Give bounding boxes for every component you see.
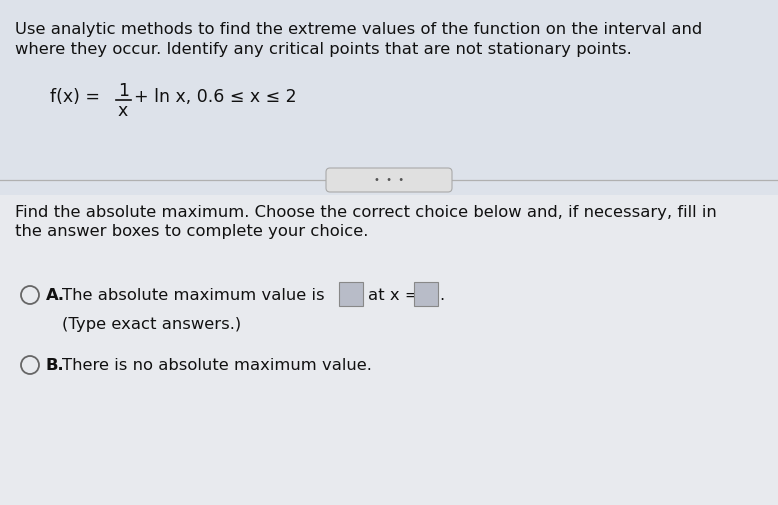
Text: x: x	[118, 102, 128, 120]
FancyBboxPatch shape	[339, 282, 363, 306]
FancyBboxPatch shape	[0, 195, 778, 505]
Text: •  •  •: • • •	[374, 175, 404, 185]
Text: B.: B.	[46, 358, 65, 373]
Text: A.: A.	[46, 287, 65, 302]
Text: (Type exact answers.): (Type exact answers.)	[62, 317, 241, 332]
Text: Find the absolute maximum. Choose the correct choice below and, if necessary, fi: Find the absolute maximum. Choose the co…	[15, 205, 717, 220]
Text: The absolute maximum value is: The absolute maximum value is	[62, 287, 324, 302]
Text: f(x) =: f(x) =	[50, 88, 106, 106]
Text: + ln x, 0.6 ≤ x ≤ 2: + ln x, 0.6 ≤ x ≤ 2	[134, 88, 296, 106]
Text: .: .	[439, 287, 444, 302]
Text: 1: 1	[118, 82, 129, 100]
Text: There is no absolute maximum value.: There is no absolute maximum value.	[62, 358, 372, 373]
Text: Use analytic methods to find the extreme values of the function on the interval : Use analytic methods to find the extreme…	[15, 22, 703, 37]
FancyBboxPatch shape	[0, 0, 778, 195]
Text: at x =: at x =	[368, 287, 419, 302]
FancyBboxPatch shape	[326, 168, 452, 192]
Text: the answer boxes to complete your choice.: the answer boxes to complete your choice…	[15, 224, 368, 239]
Text: where they occur. Identify any critical points that are not stationary points.: where they occur. Identify any critical …	[15, 42, 632, 57]
FancyBboxPatch shape	[414, 282, 438, 306]
